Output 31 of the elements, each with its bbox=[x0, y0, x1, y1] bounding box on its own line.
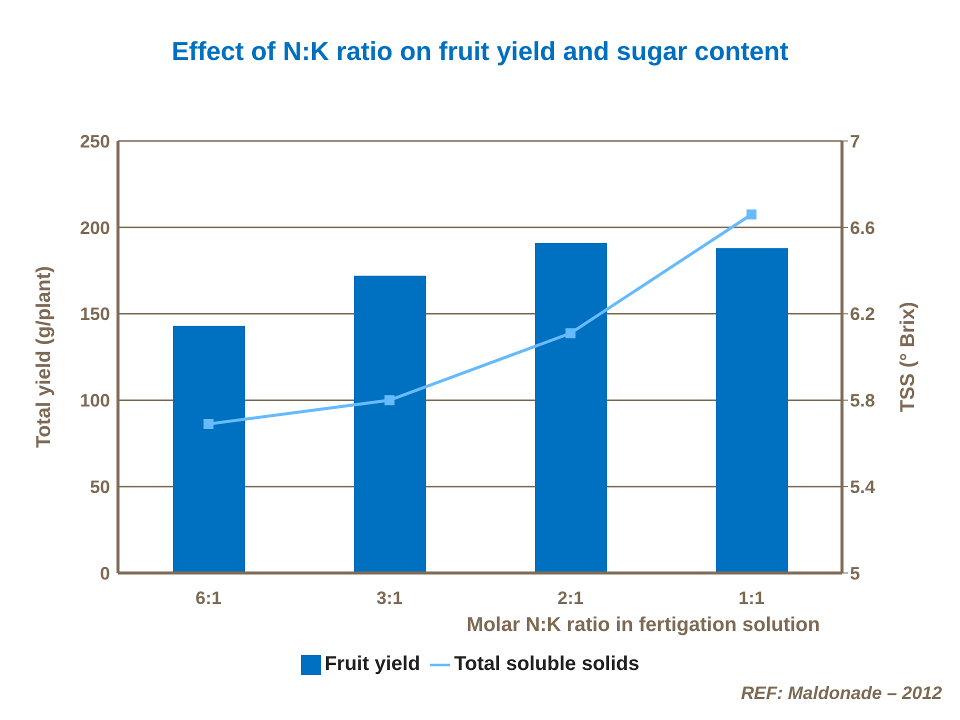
y2-tick-label: 5 bbox=[850, 563, 860, 584]
legend-label: Total soluble solids bbox=[454, 653, 640, 675]
x-tick-label: 6:1 bbox=[195, 588, 222, 608]
y-axis-title: Total yield (g/plant) bbox=[33, 266, 56, 448]
y-tick-label: 50 bbox=[90, 476, 110, 497]
y-tick-label: 0 bbox=[100, 563, 110, 584]
y2-axis-title: TSS (° Brix) bbox=[897, 302, 920, 412]
y-tick-label: 250 bbox=[80, 131, 110, 152]
x-axis-title: Molar N:K ratio in fertigation solution bbox=[466, 614, 820, 636]
y2-tick-label: 5.4 bbox=[850, 476, 876, 497]
y2-tick-label: 7 bbox=[850, 131, 860, 152]
text: REF: Maldonade – 2012 bbox=[740, 683, 942, 704]
y-tick-label: 200 bbox=[80, 218, 110, 238]
x-tick-label: 2:1 bbox=[557, 588, 584, 608]
legend-label: Fruit yield bbox=[324, 653, 420, 675]
y-tick-label: 150 bbox=[80, 304, 110, 324]
y2-tick-label: 6.2 bbox=[850, 304, 876, 324]
bar bbox=[173, 326, 245, 573]
point bbox=[204, 418, 214, 429]
y2-tick-label: 6.6 bbox=[850, 218, 876, 238]
point bbox=[566, 328, 576, 338]
point bbox=[746, 209, 756, 220]
bar bbox=[716, 248, 788, 573]
bar bbox=[535, 242, 607, 573]
x-tick-label: 3:1 bbox=[376, 588, 403, 608]
y2-tick-label: 5.8 bbox=[850, 390, 876, 411]
x-tick-label: 1:1 bbox=[738, 588, 765, 608]
point bbox=[384, 395, 394, 406]
y-tick-label: 100 bbox=[80, 390, 110, 411]
bar bbox=[354, 276, 426, 573]
chart-title: Effect of N:K ratio on fruit yield and sugar content bbox=[170, 35, 790, 68]
